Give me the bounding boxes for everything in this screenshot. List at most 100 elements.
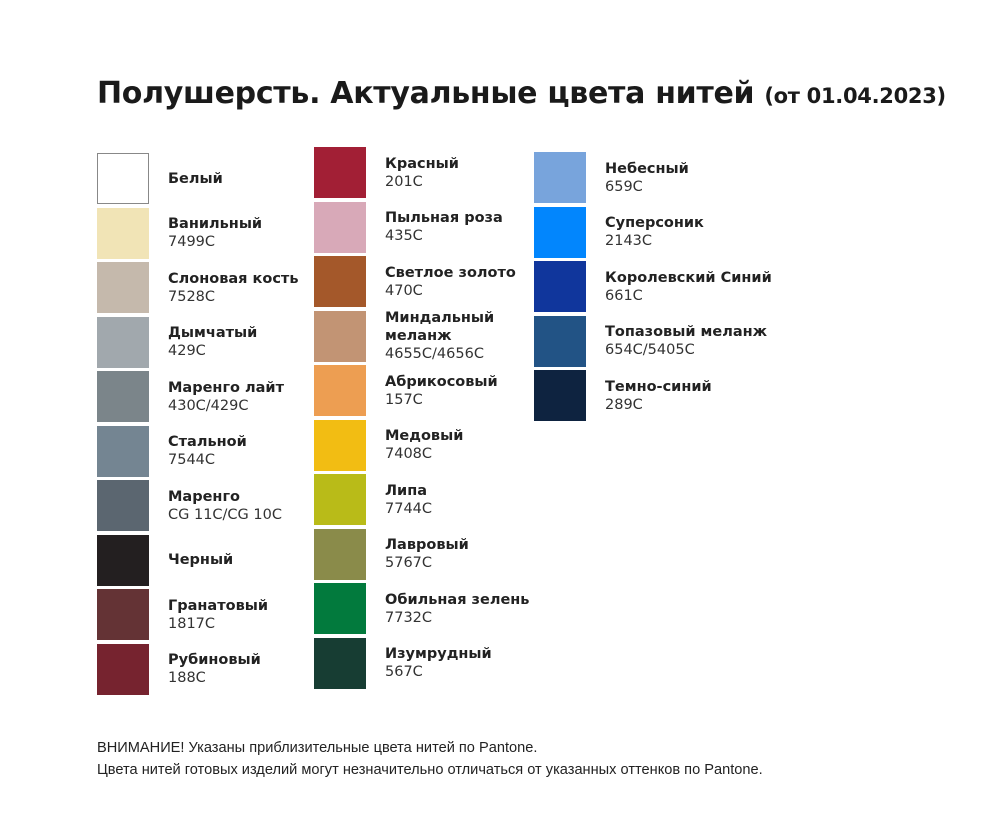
color-name: Маренго лайт — [168, 379, 284, 396]
notice-line-2: Цвета нитей готовых изделий могут незнач… — [97, 762, 763, 778]
color-label: Маренго лайт 430C/429C — [168, 371, 284, 422]
color-swatch — [314, 583, 366, 634]
pantone-code: 470C — [385, 282, 423, 299]
color-name: Пыльная роза — [385, 210, 503, 226]
color-label: Топазовый меланж 654C/5405C — [605, 316, 767, 367]
color-swatch — [97, 480, 149, 531]
pantone-code: 157C — [385, 391, 423, 408]
color-label: Лавровый 5767C — [385, 529, 469, 580]
color-label: Миндальный меланж 4655C/4656C — [385, 310, 495, 362]
color-label: Гранатовый 1817C — [168, 589, 268, 640]
color-name: Небесный — [605, 160, 689, 177]
color-label: Дымчатый 429C — [168, 317, 257, 368]
color-swatch — [97, 643, 149, 695]
color-item: Темно-синий 289C — [534, 370, 712, 425]
color-item: Ванильный 7499C — [97, 207, 262, 263]
pantone-code: CG 11C/CG 10C — [168, 506, 282, 523]
color-swatch — [314, 201, 366, 253]
color-swatch — [314, 637, 366, 689]
color-label: Обильная зелень 7732C — [385, 583, 529, 634]
color-name: Дымчатый — [168, 325, 258, 341]
color-item: Миндальный меланж 4655C/4656C — [314, 310, 494, 366]
color-swatch — [314, 528, 366, 580]
color-name: Слоновая кость — [168, 270, 299, 287]
color-name: Липа — [385, 482, 428, 499]
color-swatch — [314, 474, 366, 525]
color-label: Медовый 7408C — [385, 420, 463, 471]
pantone-code: 430C/429C — [168, 397, 249, 414]
color-item: Маренго CG 11C/CG 10C — [97, 480, 282, 535]
color-column-3: Небесный 659C Суперсоник 2143C Королевский С… — [534, 152, 772, 425]
pantone-code: 661C — [605, 287, 643, 304]
color-swatch — [97, 425, 149, 477]
color-swatch — [314, 365, 366, 416]
color-item: Маренго лайт 430C/429C — [97, 371, 284, 426]
color-label: Суперсоник 2143C — [605, 207, 704, 258]
color-name: Королевский Синий — [605, 269, 772, 286]
color-item: Королевский Синий 661C — [534, 261, 772, 316]
color-label: Королевский Синий 661C — [605, 261, 772, 312]
pantone-code: 7499C — [168, 234, 216, 250]
color-item: Лавровый 5767C — [314, 528, 469, 584]
color-label: Маренго CG 11C/CG 10C — [168, 480, 282, 531]
color-label: Ванильный 7499C — [168, 208, 262, 259]
color-swatch — [534, 315, 586, 367]
color-name: Лавровый — [385, 537, 469, 553]
color-item: Пыльная роза 435C — [314, 201, 503, 257]
color-item: Гранатовый 1817C — [97, 589, 268, 644]
color-swatch — [314, 256, 366, 307]
color-swatch — [314, 147, 366, 198]
color-label: Светлое золото 470C — [385, 256, 516, 307]
pantone-code: 435C — [385, 228, 423, 244]
pantone-code: 429C — [168, 343, 206, 359]
color-name: Миндальный меланж — [385, 310, 495, 344]
color-name: Абрикосовый — [385, 373, 498, 390]
pantone-code: 567C — [385, 664, 423, 680]
color-column-1: Белый Ванильный 7499C Слоновая кость 7528C Ды… — [97, 153, 299, 699]
pantone-code: 7528C — [168, 288, 216, 305]
color-name: Изумрудный — [385, 646, 492, 662]
color-item: Слоновая кость 7528C — [97, 262, 299, 317]
pantone-code: 7408C — [385, 446, 433, 462]
color-label: Слоновая кость 7528C — [168, 262, 299, 313]
color-item: Рубиновый 188C — [97, 643, 261, 699]
color-item: Суперсоник 2143C — [534, 206, 704, 262]
color-item: Абрикосовый 157C — [314, 365, 498, 420]
color-name: Суперсоник — [605, 215, 704, 231]
color-name: Ванильный — [168, 216, 263, 232]
pantone-code: 289C — [605, 396, 643, 413]
color-item: Дымчатый 429C — [97, 316, 257, 372]
color-swatch — [97, 589, 149, 640]
pantone-code: 654C/5405C — [605, 342, 695, 358]
color-label: Черный — [168, 535, 233, 586]
color-name: Медовый — [385, 428, 464, 444]
color-item: Липа 7744C — [314, 474, 432, 529]
color-item: Небесный 659C — [534, 152, 689, 207]
color-label: Рубиновый 188C — [168, 644, 261, 695]
page-title: Полушерсть. Актуальные цвета нитей (от 0… — [97, 76, 946, 111]
notice-line-1: ВНИМАНИЕ! Указаны приблизительные цвета … — [97, 740, 538, 756]
color-label: Липа 7744C — [385, 474, 432, 525]
color-item: Медовый 7408C — [314, 419, 463, 475]
color-swatch — [534, 206, 586, 258]
pantone-code: 5767C — [385, 555, 433, 571]
color-label: Пыльная роза 435C — [385, 202, 503, 253]
color-swatch — [97, 316, 149, 368]
color-label: Стальной 7544C — [168, 426, 247, 477]
color-swatch — [314, 419, 366, 471]
pantone-code: 2143C — [605, 233, 653, 249]
color-item: Красный 201C — [314, 147, 459, 202]
pantone-code: 659C — [605, 178, 643, 195]
pantone-code: 7732C — [385, 609, 433, 626]
color-label: Небесный 659C — [605, 152, 689, 203]
color-name: Обильная зелень — [385, 591, 530, 608]
color-item: Стальной 7544C — [97, 425, 247, 481]
color-label: Белый — [168, 153, 223, 204]
color-item: Светлое золото 470C — [314, 256, 516, 311]
color-name: Топазовый меланж — [605, 324, 768, 340]
color-swatch — [314, 310, 366, 362]
color-label: Красный 201C — [385, 147, 459, 198]
color-name: Черный — [168, 552, 234, 568]
color-swatch — [97, 207, 149, 259]
title-date: (от 01.04.2023) — [764, 84, 946, 108]
